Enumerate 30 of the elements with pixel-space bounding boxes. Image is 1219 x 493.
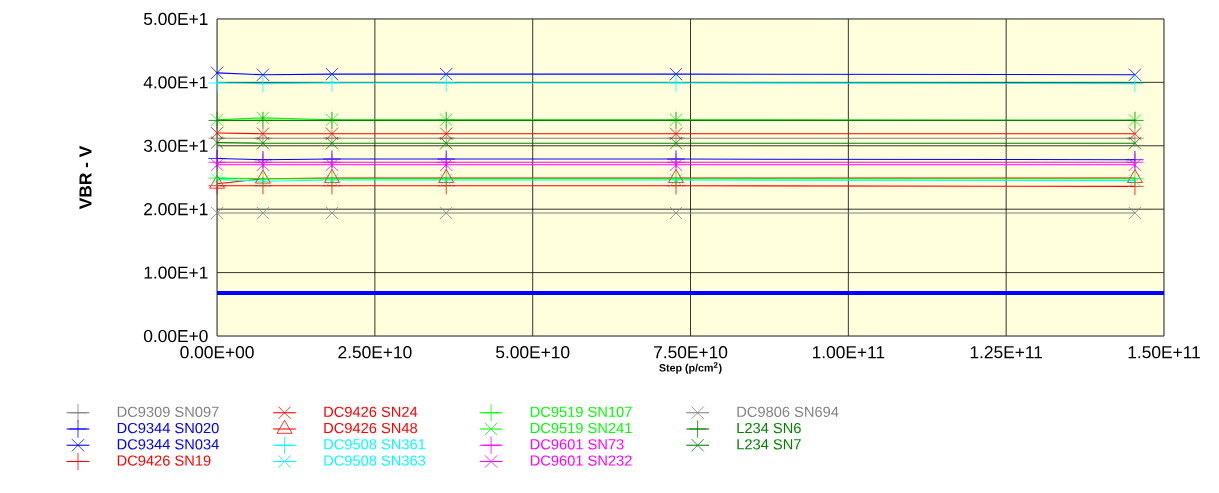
x-tick-label: 1.50E+11	[1128, 346, 1200, 359]
legend-label: DC9519 SN107	[530, 406, 632, 417]
legend-label: DC9806 SN694	[737, 406, 839, 417]
legend-label: L234 SN6	[737, 422, 801, 434]
legend-label: DC9601 SN232	[530, 455, 632, 466]
y-tick-label: 5.00E+1	[143, 12, 208, 26]
legend-label: DC9426 SN24	[324, 406, 418, 417]
y-tick-label: 0.00E+0	[143, 329, 208, 343]
legend-label: DC9309 SN097	[117, 406, 219, 417]
legend-label: DC9344 SN034	[117, 439, 219, 450]
x-tick-label: 2.50E+10	[338, 346, 412, 359]
legend-label: DC9426 SN19	[117, 455, 211, 466]
y-tick-label: 1.00E+1	[144, 266, 208, 279]
x-tick-label: 5.00E+10	[496, 346, 570, 359]
legend-label: L234 SN7	[737, 439, 801, 450]
legend-label: DC9601 SN73	[530, 439, 624, 450]
x-tick-label: 1.25E+11	[970, 346, 1043, 359]
legend-label: DC9426 SN48	[324, 422, 418, 434]
x-axis-title: Step (p/cm$^{2}$)	[659, 362, 722, 374]
legend-label: DC9519 SN241	[530, 422, 632, 434]
y-tick-label: 4.00E+1	[143, 76, 208, 89]
y-axis-title: VBR - V	[79, 145, 92, 210]
legend-label: DC9508 SN361	[324, 439, 426, 450]
y-tick-label: 2.00E+1	[144, 203, 208, 216]
legend-label: DC9508 SN363	[324, 455, 426, 466]
x-tick-label: 0.00E+00	[180, 346, 254, 359]
y-tick-label: 3.00E+1	[143, 139, 208, 152]
x-tick-label: 1.00E+11	[812, 346, 885, 359]
x-tick-label: 7.50E+10	[654, 346, 728, 359]
legend-label: DC9344 SN020	[117, 422, 219, 434]
